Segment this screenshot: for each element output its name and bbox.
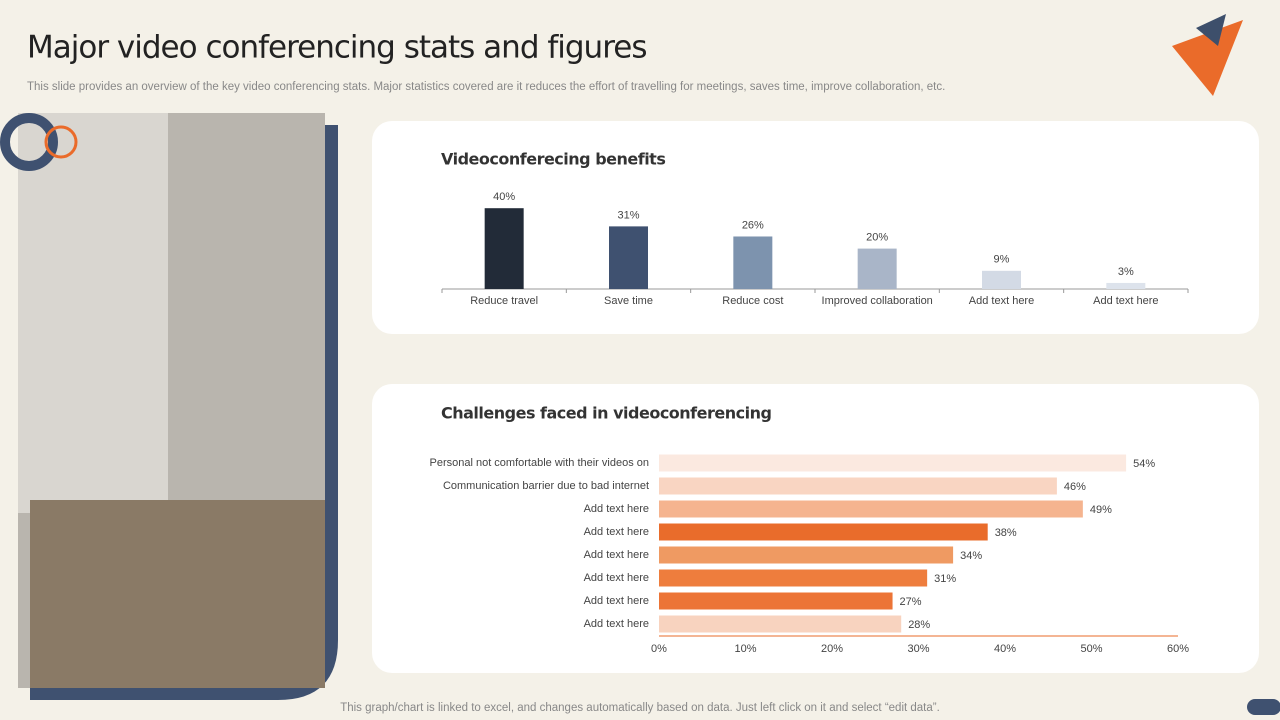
value-label: 34%: [960, 550, 982, 562]
value-label: 38%: [995, 527, 1017, 539]
x-tick-label: 0%: [651, 643, 667, 655]
bar: [659, 523, 988, 541]
value-label: 54%: [1133, 458, 1155, 470]
x-tick-label: Reduce travel: [470, 295, 538, 307]
value-label: 27%: [900, 596, 922, 608]
value-label: 28%: [908, 619, 930, 631]
x-tick-label: 30%: [907, 643, 929, 655]
value-label: 20%: [866, 232, 888, 244]
panel: [372, 121, 1259, 334]
slide-subtitle: This slide provides an overview of the k…: [27, 81, 945, 93]
value-label: 40%: [493, 191, 515, 203]
x-tick-label: 50%: [1080, 643, 1102, 655]
bar: [484, 208, 524, 289]
bar: [857, 248, 897, 289]
logo-orange: [1172, 20, 1243, 96]
y-tick-label: Add text here: [584, 595, 649, 607]
page-pill: [1247, 699, 1280, 715]
value-label: 3%: [1118, 266, 1134, 278]
x-tick-label: Add text here: [1093, 295, 1158, 307]
logo-navy: [1196, 14, 1226, 46]
value-label: 49%: [1090, 504, 1112, 516]
value-label: 26%: [742, 219, 764, 231]
deco-circle: [0, 113, 58, 171]
slide-title: Major video conferencing stats and figur…: [27, 30, 647, 66]
photo-window: [18, 113, 168, 513]
x-tick-label: 40%: [994, 643, 1016, 655]
bar: [659, 500, 1083, 518]
bar: [659, 569, 928, 587]
x-tick-label: Reduce cost: [722, 295, 783, 307]
y-tick-label: Add text here: [584, 618, 649, 630]
bar: [659, 477, 1057, 495]
y-tick-label: Communication barrier due to bad interne…: [443, 480, 649, 492]
y-tick-label: Add text here: [584, 549, 649, 561]
x-tick-label: Improved collaboration: [822, 295, 933, 307]
chart-title: Challenges faced in videoconferencing: [441, 404, 771, 423]
value-label: 46%: [1064, 481, 1086, 493]
footer-note: This graph/chart is linked to excel, and…: [340, 702, 940, 714]
x-tick-label: 20%: [821, 643, 843, 655]
x-tick-label: Save time: [604, 295, 653, 307]
bar: [609, 226, 648, 289]
y-tick-label: Personal not comfortable with their vide…: [429, 457, 649, 469]
chart-title: Videoconferecing benefits: [441, 150, 665, 169]
value-label: 9%: [994, 254, 1010, 266]
y-tick-label: Add text here: [584, 526, 649, 538]
value-label: 31%: [617, 209, 639, 221]
bar: [659, 615, 902, 633]
bar: [659, 592, 893, 610]
y-tick-label: Add text here: [584, 503, 649, 515]
y-tick-label: Add text here: [584, 572, 649, 584]
deco-circle: [44, 125, 78, 159]
bar: [982, 270, 1021, 289]
x-tick-label: Add text here: [969, 295, 1034, 307]
value-label: 31%: [934, 573, 956, 585]
bar: [659, 546, 954, 564]
x-tick-label: 10%: [734, 643, 756, 655]
bar: [1106, 282, 1146, 289]
bar: [733, 236, 773, 289]
bar: [659, 454, 1127, 472]
photo-table: [30, 500, 325, 688]
x-tick-label: 60%: [1167, 643, 1189, 655]
